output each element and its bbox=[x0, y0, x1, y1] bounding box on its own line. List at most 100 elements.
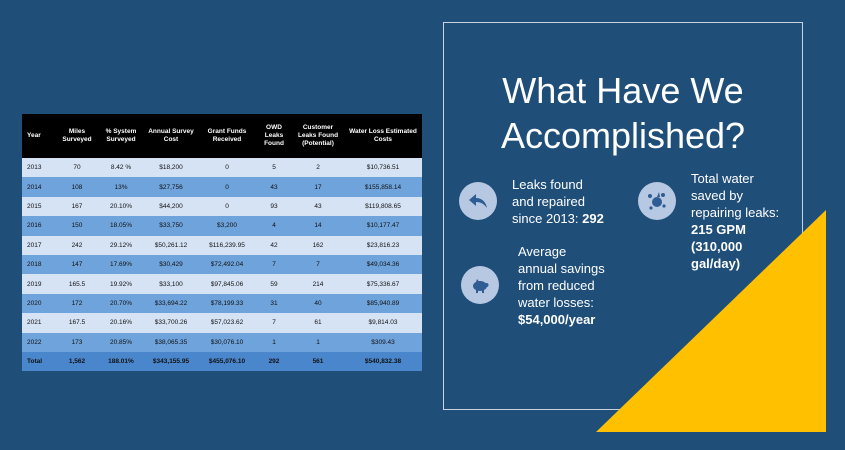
table-cell: $27,756 bbox=[144, 177, 198, 197]
table-cell: $309.43 bbox=[344, 332, 422, 352]
savings-stat: Average annual savings from reduced wate… bbox=[518, 243, 605, 328]
total-cell: $540,832.38 bbox=[344, 351, 422, 372]
table-cell: 19.92% bbox=[98, 274, 144, 294]
water-saved-stat: Total water saved by repairing leaks: 21… bbox=[691, 170, 779, 272]
table-cell: $33,694.22 bbox=[144, 293, 198, 314]
water-stat-value-1: 215 GPM bbox=[691, 222, 746, 237]
table-row: 2015 167 20.10% $44,200 0 93 43 $119,808.65 bbox=[22, 196, 422, 217]
yellow-triangle-decoration bbox=[596, 210, 826, 432]
table-cell: 13% bbox=[98, 177, 144, 197]
table-cell: 40 bbox=[292, 293, 344, 314]
water-stat-line-1: Total water bbox=[691, 171, 754, 186]
table-cell: $72,492.04 bbox=[198, 254, 256, 275]
table-cell: $119,808.65 bbox=[344, 196, 422, 217]
table-cell: 59 bbox=[256, 274, 292, 294]
table-row: 2022 173 20.85% $38,065.35 $30,076.10 1 1 $309.… bbox=[22, 332, 422, 352]
savings-stat-value: $54,000/year bbox=[518, 312, 596, 327]
table-cell: 165.5 bbox=[56, 274, 98, 294]
table-cell: 4 bbox=[256, 216, 292, 236]
savings-stat-line-4: water losses: bbox=[518, 295, 594, 310]
table-cell: $155,858.14 bbox=[344, 177, 422, 197]
water-stat-line-2: saved by bbox=[691, 188, 744, 203]
table-cell: 20.85% bbox=[98, 332, 144, 352]
title-line-2: Accomplished? bbox=[500, 115, 746, 156]
table-cell: 167 bbox=[56, 196, 98, 217]
table-cell: $57,023.62 bbox=[198, 313, 256, 333]
column-header: Year bbox=[22, 114, 56, 158]
table-row: 2013 70 8.42 % $18,200 0 5 2 $10,736.51 bbox=[22, 158, 422, 178]
table-cell: 2015 bbox=[22, 196, 56, 217]
table-cell: 150 bbox=[56, 216, 98, 236]
total-cell: 292 bbox=[256, 351, 292, 372]
column-header: Customer Leaks Found (Potential) bbox=[292, 114, 344, 158]
table-cell: 242 bbox=[56, 235, 98, 255]
table-cell: 70 bbox=[56, 158, 98, 178]
table-cell: $9,814.03 bbox=[344, 313, 422, 333]
table-cell: 42 bbox=[256, 235, 292, 255]
table-row: 2018 147 17.69% $30,429 $72,492.04 7 7 $49,034.… bbox=[22, 254, 422, 275]
table-cell: 20.16% bbox=[98, 313, 144, 333]
leak-survey-table: Year Miles Surveyed% System Surveyed Annua… bbox=[22, 114, 422, 372]
table-cell: $33,750 bbox=[144, 216, 198, 236]
title-line-1: What Have We bbox=[502, 70, 744, 111]
table-cell: 18.05% bbox=[98, 216, 144, 236]
table-cell: 108 bbox=[56, 177, 98, 197]
table-cell: $44,200 bbox=[144, 196, 198, 217]
table-cell: 173 bbox=[56, 332, 98, 352]
column-header: Miles Surveyed bbox=[56, 114, 98, 158]
column-header: Water Loss Estimated Costs bbox=[344, 114, 422, 158]
table-cell: $116,239.95 bbox=[198, 235, 256, 255]
table-row: 2021 167.5 20.16% $33,700.26 $57,023.62 7 61 $9… bbox=[22, 313, 422, 333]
table-cell: $33,100 bbox=[144, 274, 198, 294]
table-cell: 2014 bbox=[22, 177, 56, 197]
table-cell: 20.70% bbox=[98, 293, 144, 314]
table-cell: $97,845.06 bbox=[198, 274, 256, 294]
table-cell: 162 bbox=[292, 235, 344, 255]
table-row: 2014 108 13% $27,756 0 43 17 $155,858.14 bbox=[22, 177, 422, 197]
column-header: OWD Leaks Found bbox=[256, 114, 292, 158]
total-cell: Total bbox=[22, 351, 56, 372]
table-cell: 5 bbox=[256, 158, 292, 178]
reply-arrow-icon bbox=[459, 182, 497, 220]
table-body: 2013 70 8.42 % $18,200 0 5 2 $10,736.51 2014 108 1… bbox=[22, 158, 422, 372]
table-cell: $33,700.26 bbox=[144, 313, 198, 333]
savings-stat-line-3: from reduced bbox=[518, 278, 595, 293]
table-row: 2019 165.5 19.92% $33,100 $97,845.06 59 214 $75… bbox=[22, 274, 422, 294]
leaks-stat-line-2: and repaired bbox=[512, 194, 585, 209]
table-cell: 0 bbox=[198, 177, 256, 197]
table-cell: $85,940.89 bbox=[344, 293, 422, 314]
table-cell: 2018 bbox=[22, 254, 56, 275]
total-cell: $343,155.95 bbox=[144, 351, 198, 372]
table-cell: 0 bbox=[198, 196, 256, 217]
table-cell: 7 bbox=[256, 254, 292, 275]
leaks-stat-line-3: since 2013: bbox=[512, 211, 583, 226]
table-cell: 1 bbox=[256, 332, 292, 352]
table-cell: 43 bbox=[256, 177, 292, 197]
total-cell: 561 bbox=[292, 351, 344, 372]
slide-title: What Have We Accomplished? bbox=[443, 68, 803, 158]
table-cell: 2022 bbox=[22, 332, 56, 352]
table-cell: $10,177.47 bbox=[344, 216, 422, 236]
table-cell: $38,065.35 bbox=[144, 332, 198, 352]
table-cell: $10,736.51 bbox=[344, 158, 422, 178]
table-cell: 61 bbox=[292, 313, 344, 333]
column-header: Grant Funds Received bbox=[198, 114, 256, 158]
total-cell: $455,076.10 bbox=[198, 351, 256, 372]
table-cell: $30,076.10 bbox=[198, 332, 256, 352]
table-row: 2017 242 29.12% $50,261.12 $116,239.95 42 162 $… bbox=[22, 235, 422, 255]
column-header: Annual Survey Cost bbox=[144, 114, 198, 158]
table-cell: $49,034.36 bbox=[344, 254, 422, 275]
leaks-stat-value: 292 bbox=[582, 211, 604, 226]
total-cell: 188.01% bbox=[98, 351, 144, 372]
table-cell: $50,261.12 bbox=[144, 235, 198, 255]
table-cell: 2017 bbox=[22, 235, 56, 255]
table-cell: 7 bbox=[292, 254, 344, 275]
table-cell: 214 bbox=[292, 274, 344, 294]
water-stat-value-2: (310,000 bbox=[691, 239, 743, 254]
table-cell: 147 bbox=[56, 254, 98, 275]
table-cell: 2019 bbox=[22, 274, 56, 294]
total-cell: 1,562 bbox=[56, 351, 98, 372]
table-cell: 20.10% bbox=[98, 196, 144, 217]
table-cell: 2020 bbox=[22, 293, 56, 314]
